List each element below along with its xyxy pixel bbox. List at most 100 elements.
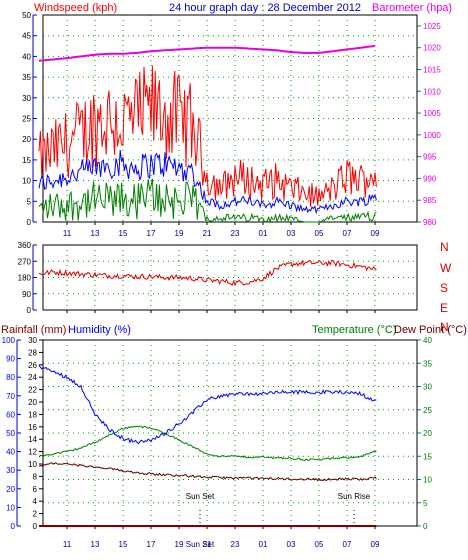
y-tick-label-right: 990 bbox=[423, 174, 437, 183]
y-tick-label-rain: 24 bbox=[28, 373, 37, 382]
x-tick-label: 05 bbox=[315, 229, 324, 238]
y-tick-label-right: 985 bbox=[423, 196, 437, 205]
x-tick-label: 19 bbox=[175, 229, 184, 238]
y-tick-label-left: 20 bbox=[22, 135, 31, 144]
y-tick-label-right: 1010 bbox=[423, 87, 441, 96]
y-tick-label-temp: 25 bbox=[423, 406, 432, 415]
y-tick-label-left: 50 bbox=[22, 11, 31, 20]
x-tick-label: 07 bbox=[343, 540, 352, 549]
wind-direction-line bbox=[38, 259, 377, 287]
y-tick-label-rain: 16 bbox=[28, 423, 37, 432]
y-tick-label-rain: 30 bbox=[28, 336, 37, 345]
x-tick-label: 09 bbox=[371, 229, 380, 238]
x-tick-label: 17 bbox=[147, 540, 156, 549]
y-tick-label-temp: 5 bbox=[423, 499, 428, 508]
y-tick-label-temp: 20 bbox=[423, 429, 432, 438]
y-tick-label-left: 5 bbox=[27, 197, 32, 206]
y-tick-label-right: 1020 bbox=[423, 44, 441, 53]
y-tick-label-temp: 15 bbox=[423, 452, 432, 461]
y-tick-label-humidity: 50 bbox=[6, 429, 15, 438]
plot-frame bbox=[42, 14, 418, 223]
y-tick-label-temp: 35 bbox=[423, 359, 432, 368]
plot-frame bbox=[42, 244, 418, 311]
x-tick-label: 01 bbox=[259, 540, 268, 549]
y-tick-label-humidity: 100 bbox=[2, 336, 16, 345]
x-tick-label: 13 bbox=[91, 229, 100, 238]
y-tick-label-rain: 12 bbox=[28, 448, 37, 457]
sun-set-label: Sun Set bbox=[186, 492, 215, 501]
x-tick-label: 11 bbox=[63, 229, 72, 238]
y-tick-label-left: 90 bbox=[22, 290, 31, 299]
x-tick-label: 03 bbox=[287, 229, 296, 238]
y-tick-label-rain: 26 bbox=[28, 361, 37, 370]
y-tick-label-left: 15 bbox=[22, 156, 31, 165]
y-tick-label-humidity: 80 bbox=[6, 373, 15, 382]
barometer-label: Barometer (hpa) bbox=[372, 2, 452, 14]
y-tick-label-right: 1000 bbox=[423, 131, 441, 140]
y-tick-label-humidity: 60 bbox=[6, 410, 15, 419]
y-tick-label-humidity: 10 bbox=[6, 503, 15, 512]
y-tick-label-left: 10 bbox=[22, 177, 31, 186]
y-tick-label-temp: 30 bbox=[423, 383, 432, 392]
y-tick-label-rain: 22 bbox=[28, 386, 37, 395]
direction-panel: 0 90 180 270 360 bbox=[18, 241, 418, 315]
y-tick-label-rain: 10 bbox=[28, 460, 37, 469]
sun-set-axis-label: Sun Set bbox=[186, 540, 215, 549]
sun-rise-label: Sun Rise bbox=[338, 492, 371, 501]
compass-n-top: N bbox=[440, 240, 449, 254]
y-tick-label-rain: 4 bbox=[33, 497, 38, 506]
y-tick-label-left: 40 bbox=[22, 52, 31, 61]
y-tick-label-right: 980 bbox=[423, 218, 437, 227]
y-tick-label-rain: 28 bbox=[28, 348, 37, 357]
y-tick-label-temp: 0 bbox=[423, 522, 428, 531]
wind-panel: 0510152025303540455098098599099510001005… bbox=[22, 11, 441, 238]
y-tick-label-humidity: 70 bbox=[6, 392, 15, 401]
wind-gust-line bbox=[38, 65, 377, 207]
barometer-line bbox=[38, 44, 376, 62]
x-tick-label: 23 bbox=[231, 229, 240, 238]
temperature-line bbox=[38, 425, 377, 461]
x-tick-label: 03 bbox=[287, 540, 296, 549]
y-tick-label-right: 1025 bbox=[423, 22, 441, 31]
y-tick-label-left: 180 bbox=[18, 274, 32, 283]
y-tick-label-humidity: 30 bbox=[6, 466, 15, 475]
x-tick-label: 13 bbox=[91, 540, 100, 549]
y-tick-label-humidity: 40 bbox=[6, 448, 15, 457]
x-tick-label: 11 bbox=[63, 540, 72, 549]
dew-point-label: Dew Point (°C) bbox=[394, 324, 467, 336]
wind-average-line bbox=[38, 149, 377, 215]
wind-low-line bbox=[38, 178, 377, 224]
y-tick-label-humidity: 20 bbox=[6, 485, 15, 494]
y-tick-label-rain: 6 bbox=[33, 485, 38, 494]
x-tick-label: 17 bbox=[147, 229, 156, 238]
y-tick-label-rain: 0 bbox=[33, 522, 38, 531]
x-tick-label: 21 bbox=[203, 229, 212, 238]
x-tick-label: 05 bbox=[315, 540, 324, 549]
y-tick-label-rain: 2 bbox=[33, 510, 38, 519]
compass-w: W bbox=[440, 261, 452, 275]
y-tick-label-left: 45 bbox=[22, 32, 31, 41]
temperature-label: Temperature (°C) bbox=[312, 324, 396, 336]
y-tick-label-right: 1015 bbox=[423, 65, 441, 74]
compass-n-bottom: N bbox=[440, 320, 449, 334]
y-tick-label-left: 30 bbox=[22, 94, 31, 103]
y-tick-label-humidity: 90 bbox=[6, 355, 15, 364]
y-tick-label-rain: 20 bbox=[28, 398, 37, 407]
y-tick-label-humidity: 0 bbox=[11, 522, 16, 531]
y-tick-label-left: 270 bbox=[18, 257, 32, 266]
y-tick-label-rain: 8 bbox=[33, 472, 38, 481]
y-tick-label-left: 0 bbox=[27, 218, 32, 227]
rainfall-label: Rainfall (mm) bbox=[1, 324, 66, 336]
compass-e: E bbox=[440, 301, 448, 315]
y-tick-label-right: 995 bbox=[423, 153, 437, 162]
compass-s: S bbox=[440, 281, 448, 295]
humidity-line bbox=[38, 365, 377, 445]
y-tick-label-left: 0 bbox=[27, 306, 32, 315]
y-tick-label-left: 25 bbox=[22, 115, 31, 124]
x-tick-label: 09 bbox=[371, 540, 380, 549]
y-tick-label-rain: 14 bbox=[28, 435, 37, 444]
x-tick-label: 15 bbox=[119, 540, 128, 549]
y-tick-label-left: 35 bbox=[22, 73, 31, 82]
